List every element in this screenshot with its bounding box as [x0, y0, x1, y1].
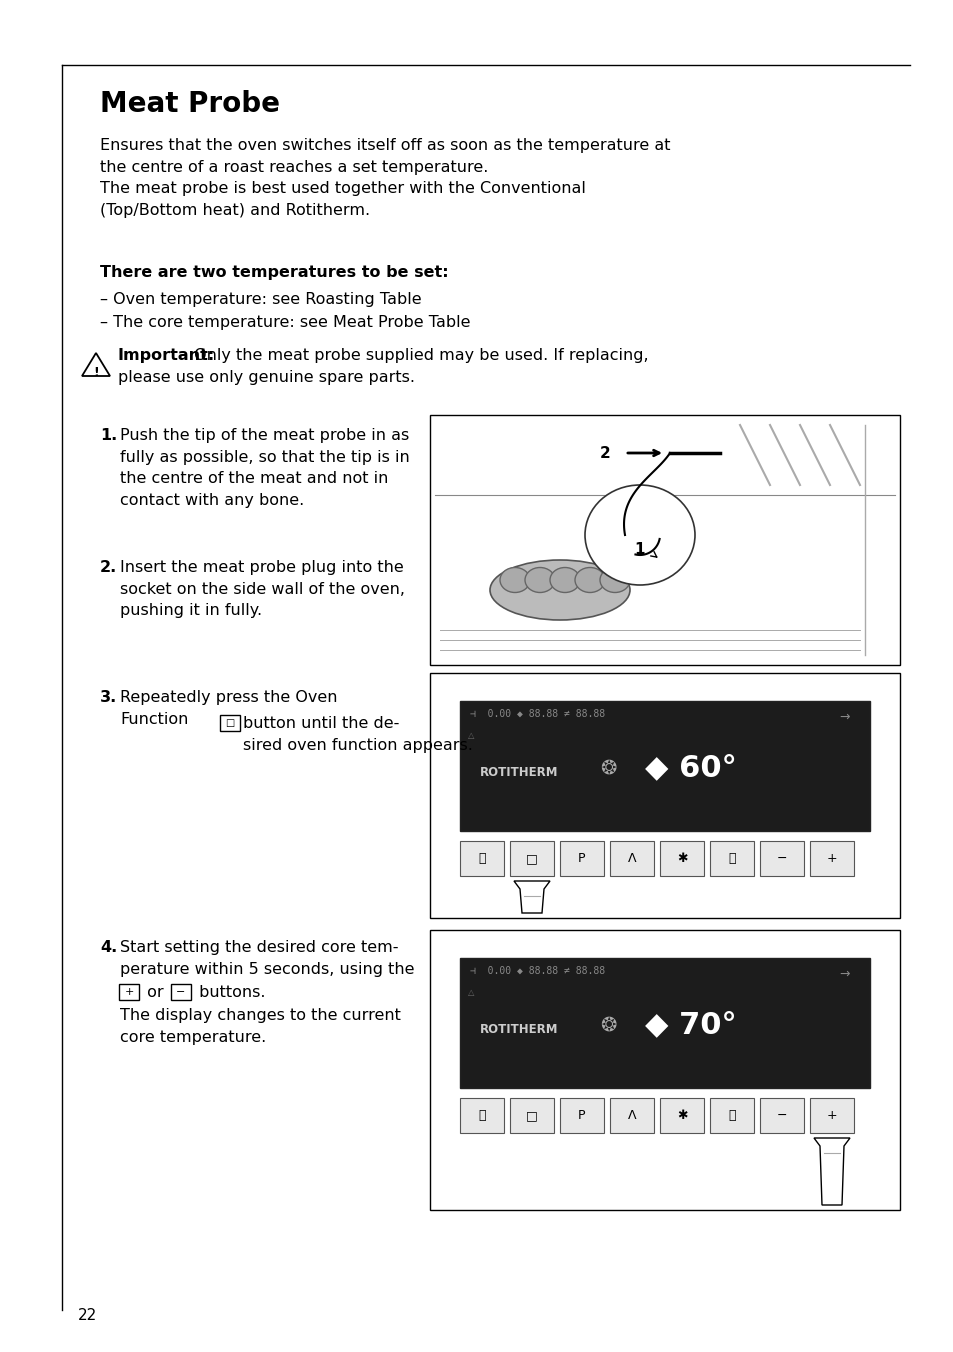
Ellipse shape	[599, 568, 629, 592]
Bar	[609, 1098, 654, 1133]
Text: +: +	[826, 1109, 837, 1122]
Text: Start setting the desired core tem-
perature within 5 seconds, using the: Start setting the desired core tem- pera…	[120, 940, 414, 976]
Bar	[809, 1098, 853, 1133]
Text: Λ: Λ	[627, 1109, 636, 1122]
Text: +: +	[826, 852, 837, 865]
Text: ✱: ✱	[676, 852, 686, 865]
Text: button until the de-
sired oven function appears.: button until the de- sired oven function…	[243, 717, 473, 753]
Bar	[760, 841, 803, 876]
Text: P: P	[578, 852, 585, 865]
Text: The display changes to the current
core temperature.: The display changes to the current core …	[120, 1009, 400, 1045]
Ellipse shape	[575, 568, 604, 592]
Bar	[510, 1098, 554, 1133]
Text: ⏻: ⏻	[727, 1109, 735, 1122]
Text: ◆ 70°: ◆ 70°	[644, 1010, 736, 1038]
Text: Meat Probe: Meat Probe	[100, 91, 280, 118]
Text: −: −	[776, 852, 786, 865]
Text: please use only genuine spare parts.: please use only genuine spare parts.	[118, 370, 415, 385]
Bar	[510, 841, 554, 876]
Text: !: !	[93, 365, 99, 379]
Text: Ensures that the oven switches itself off as soon as the temperature at
the cent: Ensures that the oven switches itself of…	[100, 138, 670, 218]
Text: – Oven temperature: see Roasting Table
– The core temperature: see Meat Probe Ta: – Oven temperature: see Roasting Table –…	[100, 292, 470, 330]
Bar	[760, 1098, 803, 1133]
Text: →: →	[839, 968, 849, 982]
Text: ✱: ✱	[676, 1109, 686, 1122]
Ellipse shape	[584, 485, 695, 585]
Text: 2.: 2.	[100, 560, 117, 575]
Text: ROTITHERM: ROTITHERM	[479, 1023, 558, 1036]
Bar	[459, 841, 503, 876]
Text: 4.: 4.	[100, 940, 117, 955]
Text: Ⓤ: Ⓤ	[477, 852, 485, 865]
Text: Repeatedly press the Oven
Function: Repeatedly press the Oven Function	[120, 690, 337, 726]
Bar	[430, 415, 899, 665]
Bar	[459, 959, 869, 1088]
Bar	[709, 841, 753, 876]
Text: △: △	[468, 731, 474, 740]
Bar	[559, 841, 603, 876]
Bar	[430, 673, 899, 918]
Text: Push the tip of the meat probe in as
fully as possible, so that the tip is in
th: Push the tip of the meat probe in as ful…	[120, 429, 410, 508]
Ellipse shape	[499, 568, 530, 592]
Polygon shape	[813, 1138, 849, 1205]
Text: ⊣  0.00 ◆ 88.88 ≠ 88.88: ⊣ 0.00 ◆ 88.88 ≠ 88.88	[470, 965, 604, 976]
Bar	[430, 930, 899, 1210]
Text: or: or	[142, 986, 164, 1000]
Text: ⊣  0.00 ◆ 88.88 ≠ 88.88: ⊣ 0.00 ◆ 88.88 ≠ 88.88	[470, 708, 604, 719]
Text: ROTITHERM: ROTITHERM	[479, 767, 558, 779]
Text: □: □	[225, 718, 234, 727]
Bar	[609, 841, 654, 876]
Bar	[659, 1098, 703, 1133]
FancyBboxPatch shape	[119, 984, 139, 1000]
Text: →: →	[839, 711, 849, 725]
Ellipse shape	[490, 560, 629, 621]
Ellipse shape	[550, 568, 579, 592]
Text: □: □	[525, 1109, 537, 1122]
Text: 2: 2	[599, 446, 610, 461]
Text: 3.: 3.	[100, 690, 117, 704]
Text: Insert the meat probe plug into the
socket on the side wall of the oven,
pushing: Insert the meat probe plug into the sock…	[120, 560, 405, 618]
Text: −: −	[776, 1109, 786, 1122]
Bar	[659, 841, 703, 876]
Text: P: P	[578, 1109, 585, 1122]
Text: □: □	[525, 852, 537, 865]
Bar	[459, 700, 869, 831]
Text: Important:: Important:	[118, 347, 215, 362]
Bar	[709, 1098, 753, 1133]
Text: Only the meat probe supplied may be used. If replacing,: Only the meat probe supplied may be used…	[189, 347, 648, 362]
Ellipse shape	[524, 568, 555, 592]
Text: △: △	[468, 988, 474, 996]
Bar	[459, 1098, 503, 1133]
Text: ❂: ❂	[599, 758, 616, 777]
Text: buttons.: buttons.	[193, 986, 265, 1000]
Text: Λ: Λ	[627, 852, 636, 865]
Text: −: −	[176, 987, 186, 996]
Text: Ⓤ: Ⓤ	[477, 1109, 485, 1122]
FancyBboxPatch shape	[220, 715, 240, 731]
Text: ❂: ❂	[599, 1015, 616, 1036]
Polygon shape	[514, 882, 550, 913]
Text: 1.: 1.	[100, 429, 117, 443]
Text: 1: 1	[634, 542, 644, 557]
Text: 22: 22	[78, 1307, 97, 1322]
FancyBboxPatch shape	[171, 984, 191, 1000]
Text: ◆ 60°: ◆ 60°	[644, 753, 736, 781]
Text: ⏻: ⏻	[727, 852, 735, 865]
Bar	[809, 841, 853, 876]
Text: +: +	[124, 987, 133, 996]
Bar	[559, 1098, 603, 1133]
Text: There are two temperatures to be set:: There are two temperatures to be set:	[100, 265, 448, 280]
